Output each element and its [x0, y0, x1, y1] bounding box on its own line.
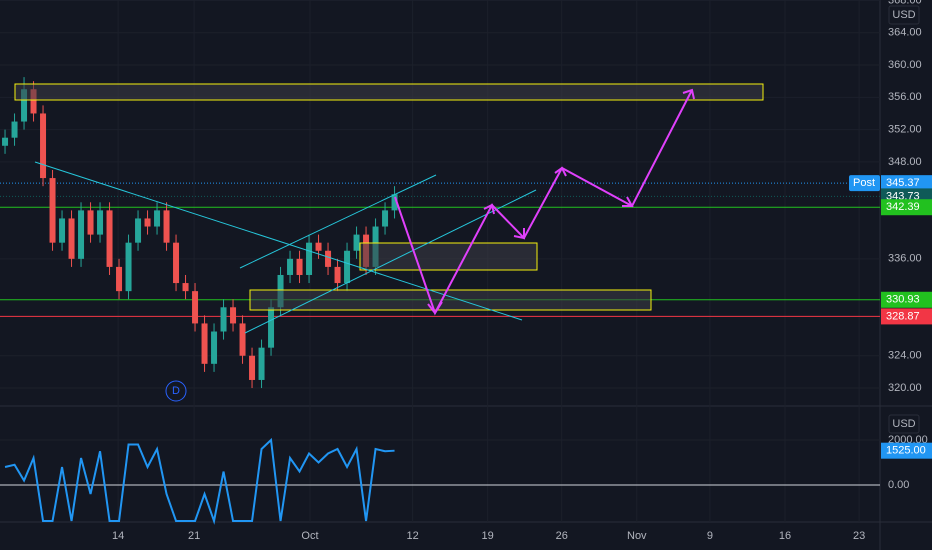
arrow-head: [427, 301, 443, 315]
x-tick-label: 12: [406, 530, 418, 542]
x-tick-label: 19: [482, 530, 494, 542]
candle-body: [287, 258, 294, 275]
candle-body: [268, 307, 275, 348]
candle-body: [382, 210, 389, 227]
candle-body: [353, 234, 360, 251]
candle-body: [40, 113, 47, 179]
candle-body: [116, 266, 123, 292]
price-tag-name-box: [849, 175, 880, 192]
y-tick-label: 356.00: [888, 91, 922, 103]
x-tick-label: Oct: [301, 530, 318, 542]
currency-box[interactable]: [888, 5, 920, 25]
candle-body: [106, 210, 113, 267]
candle-body: [239, 323, 246, 356]
candle-body: [87, 210, 94, 235]
zone: [249, 289, 652, 311]
price-tag-label: 330.93: [886, 294, 920, 306]
arrow-head: [554, 166, 567, 177]
candle-body: [11, 121, 18, 138]
marker: D: [172, 385, 180, 397]
y-tick-label: 348.00: [888, 156, 922, 168]
x-tick-label: 14: [112, 530, 124, 542]
candle-body: [2, 137, 9, 146]
currency: USD: [892, 418, 915, 430]
candle-body: [59, 218, 66, 243]
price-tag-label: 345.37: [886, 177, 920, 189]
y-tick-label: 352.00: [888, 124, 922, 136]
trendline: [239, 174, 437, 269]
currency: USD: [892, 9, 915, 21]
candle-body: [182, 283, 189, 292]
zone: [359, 242, 538, 271]
price-tag: [881, 175, 932, 192]
price-tag-name: Post: [853, 177, 875, 189]
candle-body: [315, 242, 322, 251]
x-tick-label: 23: [853, 530, 865, 542]
currency-box[interactable]: [888, 414, 920, 434]
arrow-head: [483, 203, 495, 215]
candle-body: [306, 242, 313, 275]
indicator-tag-label: 1525.00: [886, 445, 926, 457]
y-tick-label: 364.00: [888, 27, 922, 39]
price-tag-label: 342.39: [886, 201, 920, 213]
indicator-tag: [881, 442, 932, 459]
drawings: [14, 83, 764, 311]
candle-body: [49, 178, 56, 243]
candle-body: [391, 194, 398, 211]
candle-body: [296, 258, 303, 275]
arrow-head: [622, 196, 634, 207]
arrows: [394, 88, 695, 316]
y-tick-label: 336.00: [888, 253, 922, 265]
candle-body: [230, 307, 237, 324]
y-tick-label: 360.00: [888, 59, 922, 71]
trendline: [34, 161, 523, 321]
price-tag: [881, 291, 932, 308]
price-tag: [881, 308, 932, 325]
candle-body: [78, 210, 85, 259]
indicator-tick-label: 0.00: [888, 479, 909, 491]
x-tick-label: 21: [188, 530, 200, 542]
candle-body: [211, 331, 218, 364]
arrow-head: [682, 88, 695, 100]
y-tick-label: 320.00: [888, 382, 922, 394]
candle-body: [220, 307, 227, 332]
candle-body: [68, 218, 75, 259]
marker-circle[interactable]: [165, 380, 187, 402]
x-tick-label: 16: [779, 530, 791, 542]
candle-body: [125, 242, 132, 292]
candle-body: [258, 347, 265, 380]
candle-body: [344, 250, 351, 284]
candle-body: [173, 242, 180, 284]
candle-body: [144, 218, 151, 227]
price-tag: [881, 199, 932, 216]
zone: [14, 83, 764, 101]
candle-body: [97, 210, 104, 235]
candle-body: [154, 210, 161, 227]
candle-body: [201, 323, 208, 364]
candle-body: [135, 218, 142, 243]
y-tick-label: 324.00: [888, 350, 922, 362]
x-tick-label: Nov: [627, 530, 647, 542]
price-tag-label: 328.87: [886, 310, 920, 322]
candle-body: [163, 210, 170, 243]
x-tick-label: 9: [707, 530, 713, 542]
indicator-line: [4, 437, 395, 525]
y-tick-label: 368.00: [888, 0, 922, 6]
candle-body: [21, 89, 28, 122]
candle-body: [249, 355, 256, 380]
candle-body: [30, 89, 37, 114]
candle-body: [325, 250, 332, 267]
candle-body: [334, 266, 341, 284]
candle-body: [192, 291, 199, 324]
x-tick-label: 26: [556, 530, 568, 542]
arrow-head: [513, 228, 525, 240]
